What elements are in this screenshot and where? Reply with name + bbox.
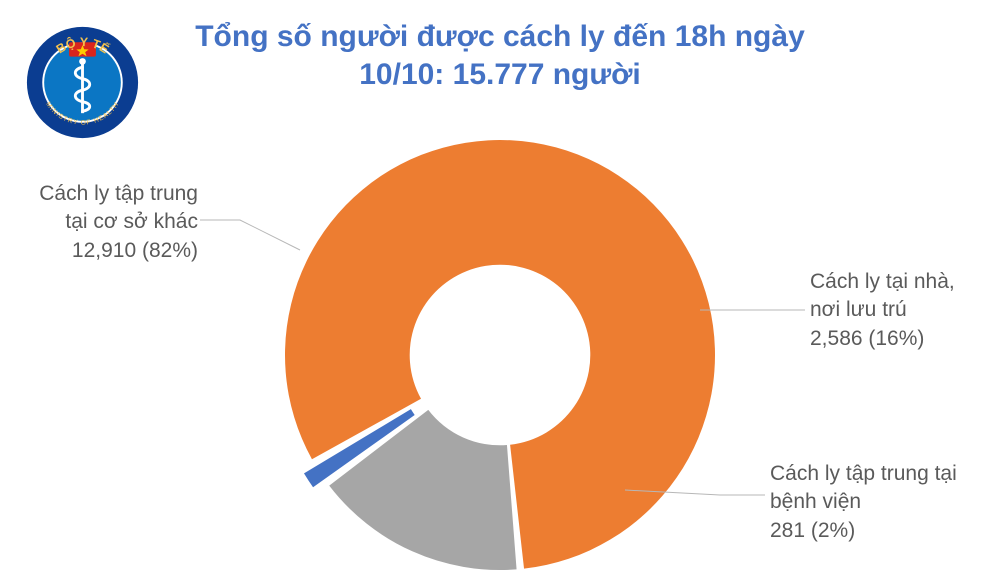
chart-title-line1: Tổng số người được cách ly đến 18h ngày <box>195 20 805 53</box>
callout-other-facility: Cách ly tập trung tại cơ sở khác 12,910 … <box>8 180 198 265</box>
callout-hospital: Cách ly tập trung tại bệnh viện 281 (2%) <box>770 460 990 545</box>
chart-title-line2: 10/10: 15.777 người <box>359 58 641 91</box>
chart-container: { "title": { "line1": "Tổng số người đượ… <box>0 0 1000 579</box>
callout-home: Cách ly tại nhà, nơi lưu trú 2,586 (16%) <box>810 268 995 353</box>
chart-title: Tổng số người được cách ly đến 18h ngày … <box>0 18 1000 93</box>
donut-svg <box>250 105 750 579</box>
donut-chart <box>250 105 750 579</box>
